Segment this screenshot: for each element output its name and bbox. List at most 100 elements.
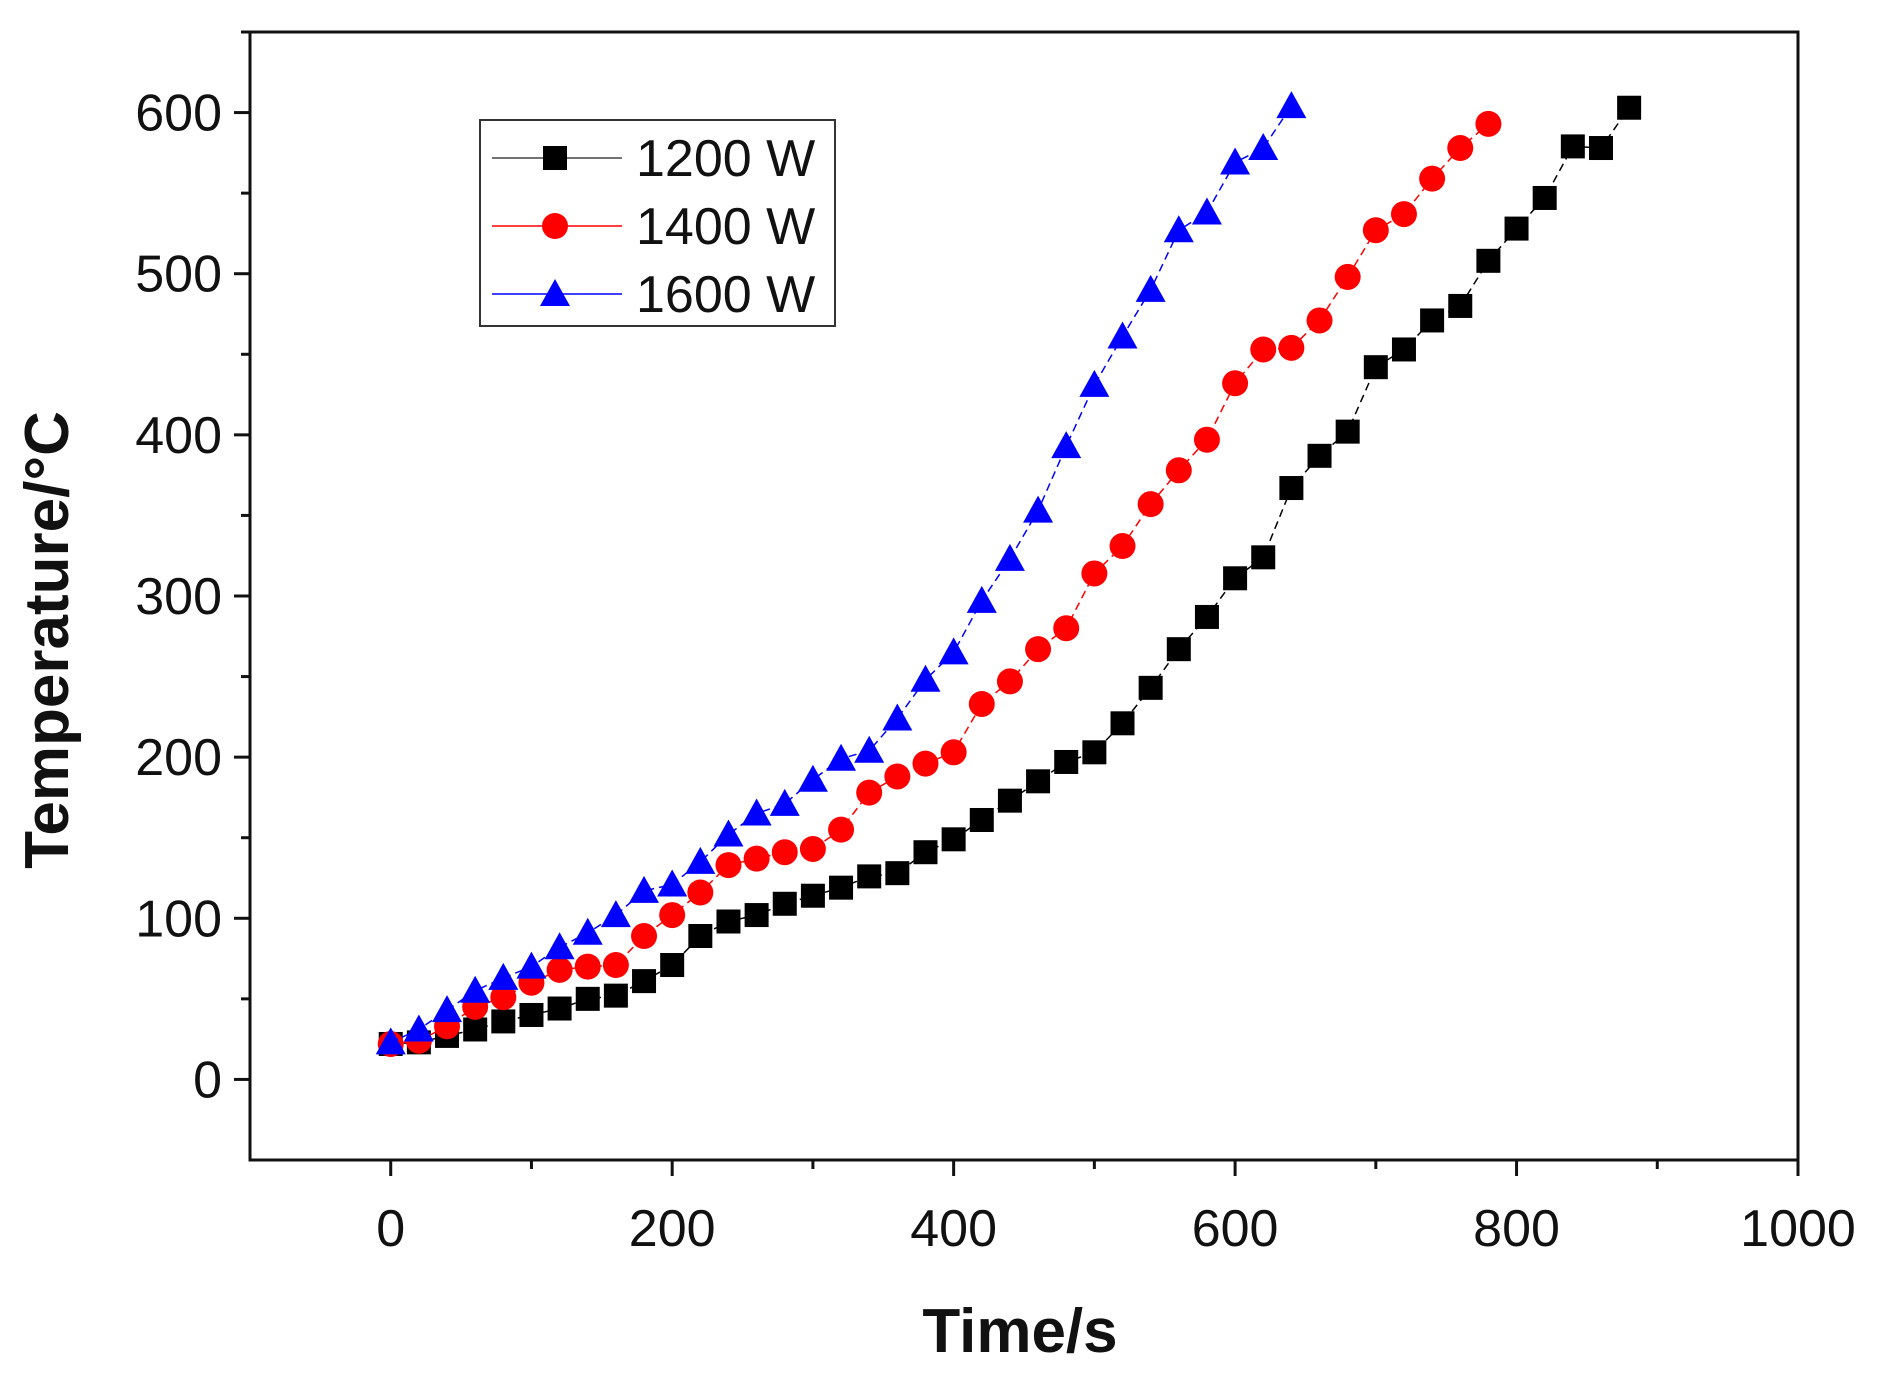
data-point: [968, 690, 995, 717]
legend-box: [479, 119, 836, 327]
data-point: [546, 956, 573, 983]
data-point: [1220, 147, 1251, 175]
data-point: [1053, 615, 1080, 642]
data-point: [857, 864, 882, 889]
x-tick-label: 0: [376, 1200, 405, 1258]
data-point: [1307, 443, 1332, 468]
data-point: [432, 995, 463, 1023]
x-axis-title: Time/s: [922, 1297, 1117, 1366]
legend: 1200 W 1400 W 1600 W: [479, 119, 836, 327]
data-point: [600, 900, 631, 928]
legend-marker: [540, 279, 570, 306]
x-tick-label: 1000: [1740, 1200, 1856, 1258]
data-point: [1223, 566, 1248, 591]
data-point: [1276, 91, 1307, 119]
data-point: [744, 903, 769, 928]
y-tick-label: 300: [135, 568, 222, 626]
data-point: [1109, 533, 1136, 560]
y-tick-label: 200: [135, 729, 222, 787]
data-point: [884, 763, 911, 790]
y-tick-label: 0: [193, 1051, 222, 1109]
data-point: [769, 788, 800, 816]
y-tick-label: 600: [135, 85, 222, 143]
data-point: [966, 585, 997, 613]
data-point: [1447, 135, 1474, 162]
data-point: [1222, 370, 1249, 397]
data-point: [685, 846, 716, 874]
data-point: [771, 839, 798, 866]
data-point: [603, 983, 628, 1008]
data-point: [772, 891, 797, 916]
data-point: [375, 1027, 406, 1055]
y-axis-title: Temperature/°C: [13, 411, 82, 869]
data-point: [885, 861, 910, 886]
data-point: [940, 739, 967, 766]
data-point: [491, 1009, 516, 1034]
data-point: [1166, 637, 1191, 662]
data-point: [1279, 476, 1304, 501]
data-point: [516, 951, 547, 979]
data-point: [657, 869, 688, 897]
data-point: [1532, 185, 1557, 210]
data-point: [856, 779, 883, 806]
legend-label: 1400 W: [636, 198, 815, 256]
data-point: [997, 788, 1022, 813]
data-point: [1137, 491, 1164, 518]
x-axis: 0 200 400 600 800 1000: [376, 1160, 1856, 1258]
data-point: [602, 952, 629, 979]
data-point: [938, 637, 969, 665]
data-point: [1248, 133, 1279, 161]
data-point: [1251, 545, 1276, 570]
data-point: [800, 883, 825, 908]
data-point: [547, 996, 572, 1021]
legend-marker: [542, 213, 568, 239]
data-point: [1250, 336, 1277, 363]
data-point: [1025, 636, 1052, 663]
data-point: [969, 807, 994, 832]
data-point: [1107, 321, 1138, 349]
data-point: [629, 875, 660, 903]
data-point: [882, 703, 913, 731]
data-point: [912, 750, 939, 777]
data-point: [1617, 95, 1642, 120]
data-point: [1391, 337, 1416, 362]
data-point: [688, 924, 713, 949]
data-point: [741, 798, 772, 826]
data-point: [1194, 604, 1219, 629]
data-point: [463, 1017, 488, 1042]
data-point: [574, 953, 601, 980]
data-point: [1504, 216, 1529, 241]
data-point: [460, 975, 491, 1003]
data-point: [519, 1002, 544, 1027]
data-point: [829, 875, 854, 900]
data-point: [941, 827, 966, 852]
data-point: [1278, 334, 1305, 361]
data-point: [913, 840, 938, 865]
data-point: [826, 743, 857, 771]
x-tick-label: 200: [629, 1200, 716, 1258]
data-point: [403, 1014, 434, 1042]
x-tick-label: 600: [1192, 1200, 1279, 1258]
x-tick-label: 400: [910, 1200, 997, 1258]
data-point: [660, 953, 685, 978]
data-point: [1135, 274, 1166, 302]
data-point: [910, 664, 941, 692]
data-point: [1335, 419, 1360, 444]
series-layer: [375, 91, 1642, 1057]
legend-marker: [543, 146, 567, 170]
data-point: [1138, 675, 1163, 700]
data-point: [799, 835, 826, 862]
y-tick-label: 400: [135, 407, 222, 465]
data-point: [575, 986, 600, 1011]
data-point: [1420, 308, 1445, 333]
y-axis: 0 100 200 300 400 500 600: [135, 30, 250, 1109]
data-point: [797, 764, 828, 792]
data-point: [1448, 293, 1473, 318]
data-point: [1390, 201, 1417, 228]
data-point: [1475, 110, 1502, 137]
data-point: [1163, 215, 1194, 243]
data-point: [1191, 197, 1222, 225]
legend-label: 1600 W: [636, 266, 815, 324]
